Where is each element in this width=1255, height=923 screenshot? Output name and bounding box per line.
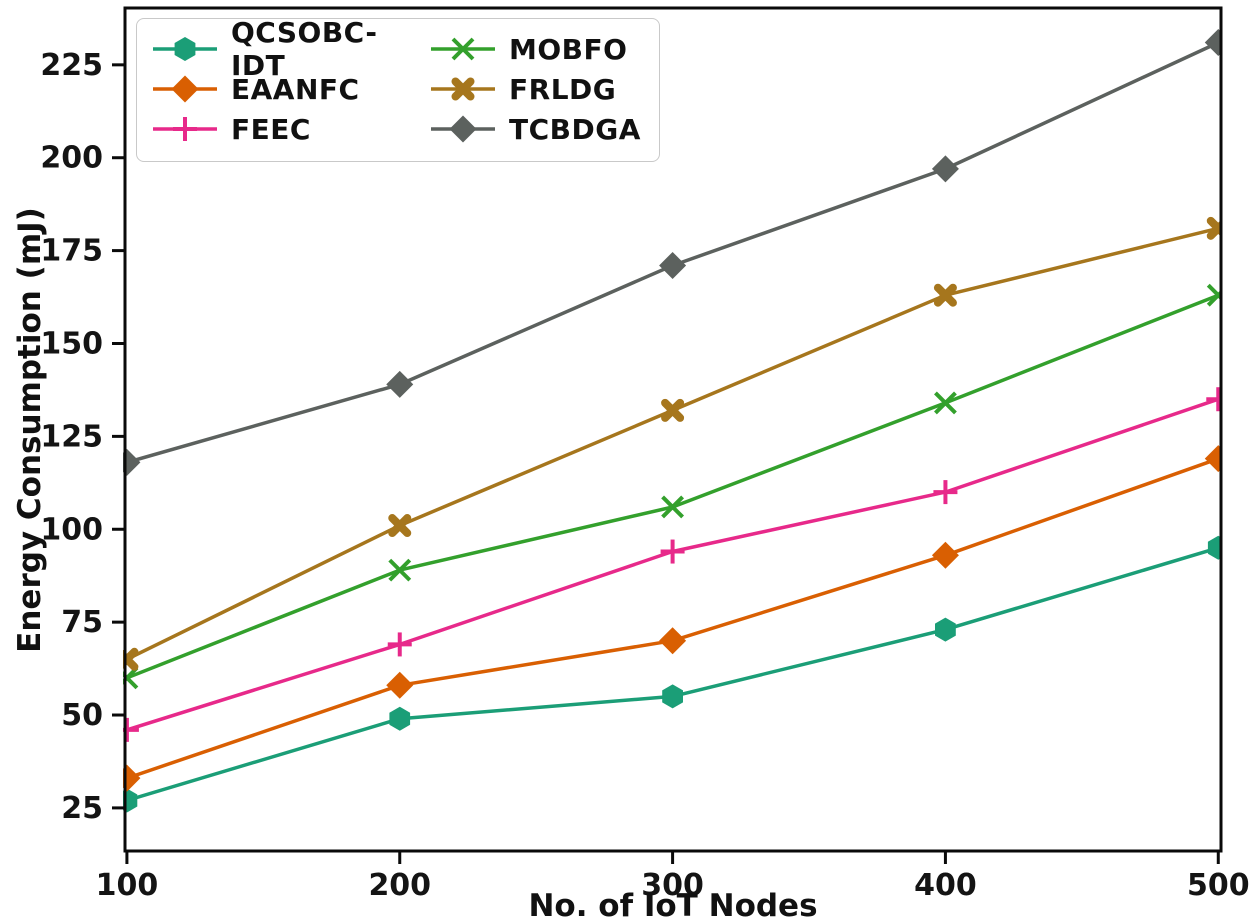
marker-x — [388, 558, 412, 582]
legend-marker-diamond-icon — [431, 115, 495, 143]
legend-item-TCBDGA: TCBDGA — [429, 109, 641, 149]
marker-hexagon — [123, 788, 138, 813]
marker-diamond — [171, 75, 199, 103]
marker-diamond — [1204, 29, 1221, 57]
marker-hexagon — [174, 37, 196, 61]
marker-diamond — [123, 764, 141, 792]
legend-item-FRLDG: FRLDG — [429, 69, 641, 109]
marker-hexagon — [662, 684, 683, 709]
series-FEEC — [123, 387, 1221, 742]
marker-diamond — [931, 541, 959, 569]
series-line-QCSOBC-IDT — [126, 546, 1219, 803]
legend-marker-diamond-icon — [153, 75, 217, 103]
series-EAANFC — [123, 445, 1221, 792]
y-tick-label: 50 — [61, 698, 103, 733]
legend-label: FEEC — [231, 112, 311, 146]
marker-diamond — [1204, 445, 1221, 473]
marker-x-bold — [451, 77, 475, 101]
marker-x-bold — [123, 647, 139, 669]
legend-item-FEEC: FEEC — [151, 109, 429, 149]
legend-label: QCSOBC-IDT — [231, 16, 378, 82]
y-axis-title: Energy Consumption (mJ) — [12, 207, 48, 653]
legend-label: EAANFC — [231, 72, 360, 106]
series-QCSOBC-IDT — [123, 535, 1221, 813]
marker-diamond — [386, 370, 414, 398]
x-axis-title: No. of IoT Nodes — [528, 888, 818, 923]
marker-diamond — [659, 251, 687, 279]
marker-x — [1206, 289, 1221, 307]
y-tick-label: 175 — [40, 234, 103, 269]
y-tick-label: 75 — [61, 605, 103, 640]
marker-x — [123, 666, 139, 685]
marker-diamond — [931, 155, 959, 183]
series-TCBDGA — [123, 29, 1221, 476]
x-tick-label: 100 — [96, 868, 159, 903]
legend-item-QCSOBC-IDT: QCSOBC-IDT — [151, 16, 429, 82]
series-FRLDG — [123, 216, 1221, 671]
marker-x — [934, 391, 957, 415]
marker-hexagon — [1207, 535, 1221, 560]
legend-label: TCBDGA — [509, 112, 641, 146]
marker-diamond — [123, 448, 141, 476]
legend-label: FRLDG — [509, 72, 617, 106]
x-tick-label: 300 — [641, 868, 704, 903]
legend-label: MOBFO — [509, 32, 628, 66]
marker-x-bold — [933, 283, 957, 307]
legend-marker-x-icon — [431, 37, 495, 61]
marker-hexagon — [935, 617, 956, 642]
x-tick-label: 500 — [1187, 868, 1250, 903]
marker-x-bold — [388, 514, 412, 538]
y-tick-label: 100 — [40, 512, 103, 547]
marker-hexagon — [389, 706, 411, 731]
y-tick-label: 150 — [40, 326, 103, 361]
series-line-FEEC — [126, 397, 1219, 732]
series-MOBFO — [123, 283, 1221, 690]
x-tick-label: 200 — [368, 868, 431, 903]
y-tick-label: 225 — [40, 48, 103, 83]
marker-diamond — [386, 671, 414, 699]
marker-x-bold — [661, 398, 685, 422]
marker-x — [451, 37, 475, 61]
legend-item-EAANFC: EAANFC — [151, 69, 429, 109]
legend-item-MOBFO: MOBFO — [429, 29, 641, 69]
legend-marker-hexagon-icon — [153, 37, 217, 61]
y-tick-label: 125 — [40, 419, 103, 454]
marker-x-bold — [1206, 219, 1221, 240]
x-tick-label: 400 — [914, 868, 977, 903]
y-tick-label: 200 — [40, 141, 103, 176]
marker-x — [661, 495, 685, 519]
marker-diamond — [449, 115, 477, 143]
legend-marker-x-bold-icon — [431, 77, 495, 101]
series-line-MOBFO — [126, 293, 1219, 680]
plot-data-layer — [123, 29, 1221, 813]
marker-diamond — [659, 627, 687, 655]
y-tick-label: 25 — [61, 791, 103, 826]
legend: QCSOBC-IDT EAANFC FEEC MOBFO FRLDG TCBDGA — [136, 16, 660, 162]
series-line-FRLDG — [126, 226, 1219, 661]
legend-marker-plus-icon — [153, 117, 217, 141]
